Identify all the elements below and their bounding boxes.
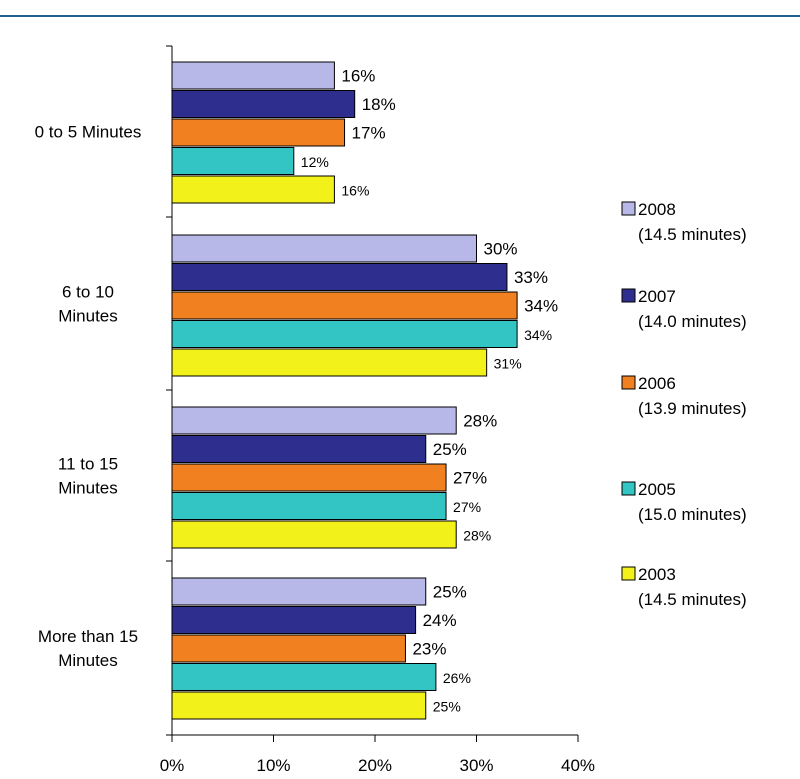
value-label-2006-0: 17% <box>352 124 386 143</box>
bar-2005-1 <box>171 320 518 348</box>
value-label-2008-3: 25% <box>433 583 467 602</box>
bar-2006-1 <box>171 291 518 320</box>
x-tick-label-0: 0% <box>160 756 185 775</box>
legend-label-2005: 2005 <box>638 480 676 499</box>
value-label-2003-3: 25% <box>433 699 461 715</box>
bar-2003-2 <box>171 520 457 549</box>
legend-swatch-2007 <box>621 288 636 303</box>
legend-swatch-2008 <box>621 201 636 216</box>
bar-2006-0 <box>171 118 346 147</box>
legend-swatch-2005 <box>621 481 636 496</box>
category-label-1-1: Minutes <box>58 307 118 326</box>
legend-note-2007: (14.0 minutes) <box>638 312 747 331</box>
value-label-2008-0: 16% <box>341 67 375 86</box>
value-label-2003-0: 16% <box>341 183 369 199</box>
legend-note-2008: (14.5 minutes) <box>638 225 747 244</box>
bar-2003-1 <box>171 348 488 377</box>
value-label-2006-2: 27% <box>453 469 487 488</box>
legend-note-2003: (14.5 minutes) <box>638 590 747 609</box>
bar-2006-3 <box>171 634 406 663</box>
legend-swatch-2006 <box>621 375 636 390</box>
value-label-2005-2: 27% <box>453 499 481 515</box>
value-label-2008-2: 28% <box>463 412 497 431</box>
value-label-2006-1: 34% <box>524 297 558 316</box>
bar-2007-3 <box>171 606 417 634</box>
bar-2003-0 <box>171 175 335 204</box>
value-label-2007-0: 18% <box>362 95 396 114</box>
category-label-2-1: Minutes <box>58 479 118 498</box>
legend-swatch-2003 <box>621 566 636 581</box>
bar-2005-0 <box>171 147 295 175</box>
bar-2007-0 <box>171 90 356 118</box>
header-rule <box>0 15 800 17</box>
bar-2003-3 <box>171 691 427 720</box>
value-label-2005-0: 12% <box>301 154 329 170</box>
bar-2006-2 <box>171 463 447 492</box>
value-label-2003-2: 28% <box>463 528 491 544</box>
legend-label-2006: 2006 <box>638 374 676 393</box>
bar-2007-1 <box>171 263 508 291</box>
x-tick-label-2: 20% <box>358 756 392 775</box>
value-label-2007-3: 24% <box>423 611 457 630</box>
bar-2005-3 <box>171 663 437 691</box>
category-label-0-0: 0 to 5 Minutes <box>35 123 142 142</box>
value-label-2005-3: 26% <box>443 670 471 686</box>
x-tick-label-1: 10% <box>256 756 290 775</box>
legend-label-2008: 2008 <box>638 200 676 219</box>
bar-2007-2 <box>171 435 427 463</box>
bar-2008-0 <box>171 61 335 90</box>
legend-label-2007: 2007 <box>638 287 676 306</box>
legend-note-2005: (15.0 minutes) <box>638 505 747 524</box>
category-label-1-0: 6 to 10 <box>62 283 114 302</box>
category-label-2-0: 11 to 15 <box>58 455 118 474</box>
bar-2008-3 <box>171 577 427 606</box>
value-label-2007-1: 33% <box>514 268 548 287</box>
value-label-2003-1: 31% <box>494 356 522 372</box>
category-label-3-0: More than 15 <box>38 627 138 646</box>
bar-2008-2 <box>171 406 457 435</box>
value-label-2006-3: 23% <box>412 640 446 659</box>
legend-label-2003: 2003 <box>638 565 676 584</box>
bar-2005-2 <box>171 492 447 520</box>
value-label-2008-1: 30% <box>484 240 518 259</box>
x-tick-label-3: 30% <box>459 756 493 775</box>
legend-note-2006: (13.9 minutes) <box>638 399 747 418</box>
category-label-3-1: Minutes <box>58 651 118 670</box>
x-tick-label-4: 40% <box>561 756 595 775</box>
bar-2008-1 <box>171 234 477 263</box>
value-label-2007-2: 25% <box>433 440 467 459</box>
value-label-2005-1: 34% <box>524 327 552 343</box>
